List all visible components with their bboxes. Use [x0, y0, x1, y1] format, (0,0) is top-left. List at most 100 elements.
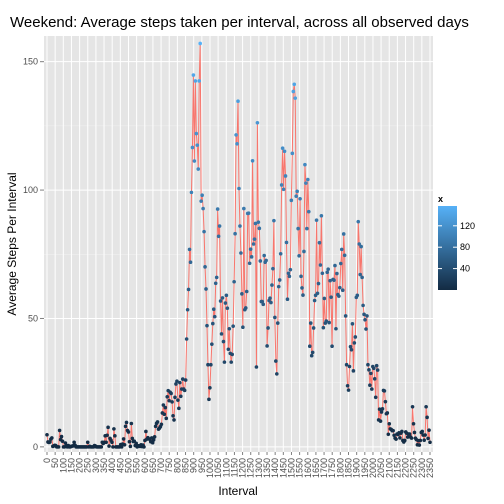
data-point: [179, 394, 183, 399]
data-point: [303, 162, 307, 167]
data-point: [250, 159, 255, 163]
data-point: [423, 433, 427, 437]
data-point: [365, 314, 369, 318]
data-point: [252, 237, 257, 241]
data-point: [304, 181, 308, 185]
data-point: [211, 307, 216, 312]
data-point: [418, 438, 423, 443]
x-tick-label: 200: [75, 458, 85, 473]
data-point: [219, 332, 224, 336]
data-point: [262, 253, 266, 258]
data-point: [207, 397, 211, 402]
data-point: [244, 289, 249, 294]
data-point: [123, 424, 128, 429]
data-point: [218, 299, 223, 303]
data-point: [326, 267, 330, 271]
data-point: [351, 369, 356, 373]
data-point: [370, 387, 374, 391]
data-point: [212, 314, 217, 319]
x-tick-label: 1200: [238, 458, 248, 478]
x-tick-label: 400: [107, 458, 117, 473]
y-tick-label: 50: [28, 313, 38, 323]
data-point: [105, 433, 109, 438]
data-point: [325, 270, 330, 275]
data-point: [358, 272, 362, 277]
legend-tick-label: 120: [460, 221, 475, 231]
x-tick-label: 700: [156, 458, 166, 473]
data-point: [234, 133, 238, 137]
x-tick-label: 1150: [229, 458, 239, 477]
data-point: [428, 440, 432, 445]
grid-lines: [44, 36, 433, 452]
data-point: [322, 296, 327, 301]
data-point: [424, 405, 428, 409]
data-point: [85, 440, 90, 445]
x-axis-ticks: 0501001502002503003504004505005506006507…: [42, 452, 435, 478]
data-point: [338, 285, 342, 290]
data-point: [417, 443, 422, 447]
data-point: [204, 287, 208, 291]
data-point: [290, 151, 295, 156]
data-point: [383, 399, 388, 404]
data-point: [60, 439, 65, 444]
data-point: [296, 226, 300, 231]
y-axis-title: Average Steps Per Interval: [5, 172, 19, 315]
legend-title: x: [438, 194, 443, 204]
data-point: [227, 326, 232, 331]
x-tick-label: 1450: [278, 458, 288, 478]
data-point: [382, 389, 387, 393]
data-point: [420, 429, 425, 434]
data-point: [369, 371, 373, 376]
data-point: [187, 247, 192, 252]
data-point: [175, 379, 179, 383]
data-point: [306, 177, 310, 182]
data-point: [174, 382, 178, 386]
x-tick-label: 800: [172, 458, 182, 473]
data-point: [380, 407, 385, 411]
data-point: [193, 79, 198, 83]
data-point: [188, 260, 193, 265]
data-point: [150, 440, 155, 445]
data-point: [254, 365, 259, 369]
data-point: [182, 388, 187, 393]
x-tick-label: 1800: [335, 458, 345, 478]
data-point: [410, 405, 415, 409]
data-point: [208, 386, 212, 390]
data-point: [201, 206, 205, 211]
data-point: [170, 400, 174, 404]
data-point: [295, 189, 299, 194]
data-point: [231, 324, 235, 328]
data-point: [213, 281, 218, 286]
data-point: [387, 421, 392, 426]
data-point: [348, 344, 353, 349]
data-point: [258, 259, 263, 263]
data-point: [364, 327, 368, 331]
data-point: [163, 405, 168, 410]
data-point: [427, 428, 431, 432]
data-point: [353, 335, 358, 339]
data-point: [183, 378, 188, 382]
data-point: [272, 218, 276, 223]
data-point: [202, 229, 206, 234]
data-point: [377, 407, 382, 411]
data-point: [330, 344, 334, 349]
data-point: [379, 410, 384, 414]
data-point: [155, 420, 160, 424]
y-axis-ticks: 0 50 100 150: [23, 57, 44, 452]
data-point: [104, 440, 108, 445]
data-point: [367, 368, 371, 372]
data-point: [333, 263, 337, 268]
data-point: [223, 301, 228, 305]
data-point: [286, 271, 291, 276]
y-tick-label: 0: [33, 442, 38, 452]
legend-tick-label: 40: [460, 264, 470, 274]
data-point: [346, 388, 351, 392]
data-point: [200, 193, 204, 198]
data-point: [356, 219, 361, 224]
data-point: [315, 291, 320, 296]
data-point: [425, 415, 429, 420]
data-point: [229, 360, 234, 364]
data-point: [216, 234, 221, 239]
data-point: [341, 232, 346, 236]
